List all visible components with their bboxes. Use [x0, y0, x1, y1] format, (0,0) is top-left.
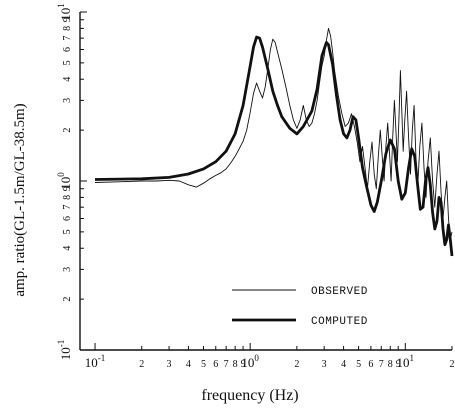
y-tick-label: 7 — [62, 36, 73, 41]
x-tick-label: 5 — [356, 359, 361, 370]
x-axis-label: frequency (Hz) — [201, 387, 298, 404]
y-tick-label: 6 — [62, 47, 73, 52]
x-tick-label: 101 — [397, 353, 415, 370]
x-tick-label: 6 — [368, 359, 373, 370]
x-tick-label: 7 — [379, 359, 384, 370]
series-line-computed — [94, 35, 454, 257]
x-tick-label: 5 — [201, 359, 206, 370]
x-tick-label: 4 — [341, 359, 346, 370]
y-tick-label: 5 — [62, 60, 73, 65]
y-axis-label: amp. ratio(GL-1.5m/GL-38.5m) — [12, 103, 28, 296]
x-tick-label: 6 — [213, 359, 218, 370]
y-tick-exponent: 1 — [56, 3, 66, 8]
x-tick-label: 8 — [233, 359, 238, 370]
y-tick-label: 8 — [62, 195, 73, 200]
x-tick-label: 100 — [241, 353, 259, 370]
x-tick-label: 7 — [224, 359, 229, 370]
y-tick-label: 8 — [62, 26, 73, 31]
y-tick-label: 5 — [62, 229, 73, 234]
x-tick-exponent: -1 — [98, 353, 106, 363]
x-tick-label: 4 — [186, 359, 191, 370]
legend-label-computed: COMPUTED — [311, 316, 368, 328]
x-tick-exponent: 1 — [410, 353, 415, 363]
y-tick-label: 2 — [62, 297, 73, 302]
y-tick-label: 4 — [62, 246, 73, 251]
series-layer — [94, 27, 454, 257]
legend: OBSERVED COMPUTED — [232, 286, 368, 328]
y-tick-label: 4 — [62, 77, 73, 82]
x-tick-label: 2 — [139, 359, 144, 370]
y-tick-label: 3 — [62, 267, 73, 272]
x-tick-label: 9 — [241, 359, 246, 370]
y-tick-label: 10-1 — [56, 340, 73, 361]
y-tick-label: 9 — [62, 17, 73, 22]
y-tick-label: 9 — [62, 186, 73, 191]
x-tick-exponent: 0 — [254, 353, 259, 363]
x-tick-label: 3 — [167, 359, 172, 370]
x-tick-label: 2 — [450, 359, 455, 370]
y-tick-label: 2 — [62, 128, 73, 133]
y-tick-label: 6 — [62, 216, 73, 221]
y-tick-label: 7 — [62, 205, 73, 210]
series-line-observed — [94, 27, 453, 241]
legend-label-observed: OBSERVED — [311, 286, 368, 298]
y-tick-exponent: -1 — [56, 340, 66, 348]
y-tick-label: 3 — [62, 98, 73, 103]
y-tick-label: 101 — [56, 3, 73, 21]
x-tick-label: 2 — [294, 359, 299, 370]
x-tick-label: 8 — [388, 359, 393, 370]
x-tick-label: 10-1 — [85, 353, 106, 370]
y-tick-label: 100 — [56, 172, 73, 190]
y-tick-exponent: 0 — [56, 172, 66, 177]
x-tick-label: 9 — [396, 359, 401, 370]
x-tick-label: 3 — [322, 359, 327, 370]
